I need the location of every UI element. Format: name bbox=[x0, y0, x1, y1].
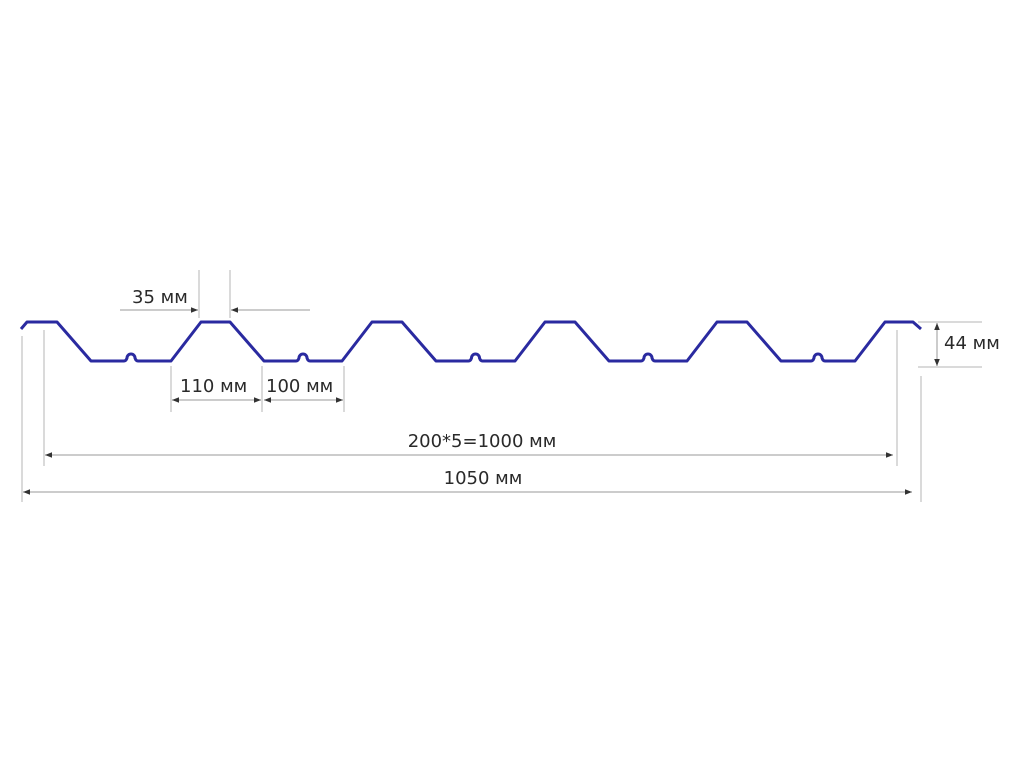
dim-slope-span: 110 мм bbox=[170, 366, 263, 412]
crest-width-label: 35 мм bbox=[132, 287, 188, 308]
dim-valley-width: 100 мм bbox=[264, 366, 345, 412]
dim-crest-width: 35 мм bbox=[120, 270, 310, 318]
valley-width-label: 100 мм bbox=[266, 376, 333, 397]
total-width-label: 1050 мм bbox=[444, 468, 523, 489]
working-width-label: 200*5=1000 мм bbox=[408, 431, 557, 452]
sheet-profile bbox=[19, 320, 922, 363]
dim-height: 44 мм bbox=[918, 321, 1000, 368]
slope-span-label: 110 мм bbox=[180, 376, 247, 397]
height-label: 44 мм bbox=[944, 333, 1000, 354]
dim-working-width: 200*5=1000 мм bbox=[43, 330, 898, 466]
dim-total-width: 1050 мм bbox=[21, 336, 922, 502]
